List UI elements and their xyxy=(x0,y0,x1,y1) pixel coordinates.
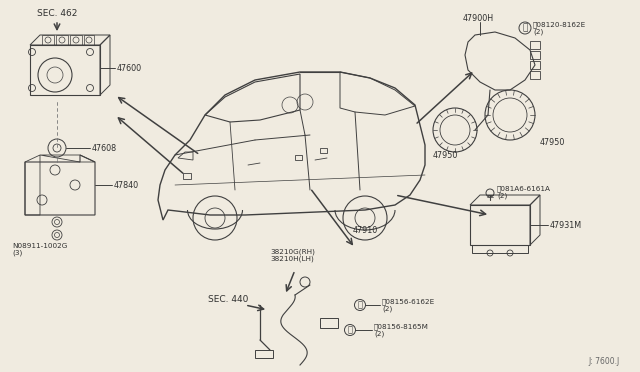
Text: Ⓑ08156-8165M
(2): Ⓑ08156-8165M (2) xyxy=(374,323,429,337)
Text: Ⓑ: Ⓑ xyxy=(358,301,362,310)
Text: 47910: 47910 xyxy=(353,225,378,234)
Text: N08911-1002G
(3): N08911-1002G (3) xyxy=(12,243,67,257)
Text: 47840: 47840 xyxy=(114,180,139,189)
Text: 47608: 47608 xyxy=(92,144,117,153)
Bar xyxy=(295,155,302,160)
Text: Ⓑ08120-8162E
(2): Ⓑ08120-8162E (2) xyxy=(533,21,586,35)
Text: Ⓑ08156-6162E
(2): Ⓑ08156-6162E (2) xyxy=(382,298,435,312)
Text: 47900H: 47900H xyxy=(463,13,494,22)
Bar xyxy=(320,318,338,328)
Bar xyxy=(530,51,540,59)
Bar xyxy=(320,148,327,153)
Bar xyxy=(530,71,540,79)
Text: 47950: 47950 xyxy=(540,138,565,147)
Bar xyxy=(530,61,540,69)
Text: Ⓑ: Ⓑ xyxy=(522,23,528,32)
Text: SEC. 462: SEC. 462 xyxy=(37,9,77,17)
Text: SEC. 440: SEC. 440 xyxy=(208,295,248,305)
Text: 47600: 47600 xyxy=(117,64,142,73)
Text: J: 7600.J: J: 7600.J xyxy=(589,357,620,366)
Bar xyxy=(183,173,191,179)
Bar xyxy=(255,350,273,358)
Bar xyxy=(530,41,540,49)
Text: 47950: 47950 xyxy=(432,151,458,160)
Text: Ⓑ081A6-6161A
(2): Ⓑ081A6-6161A (2) xyxy=(497,185,551,199)
Text: 38210G(RH)
38210H(LH): 38210G(RH) 38210H(LH) xyxy=(270,248,315,262)
Text: 47931M: 47931M xyxy=(550,221,582,230)
Text: Ⓑ: Ⓑ xyxy=(348,326,353,334)
